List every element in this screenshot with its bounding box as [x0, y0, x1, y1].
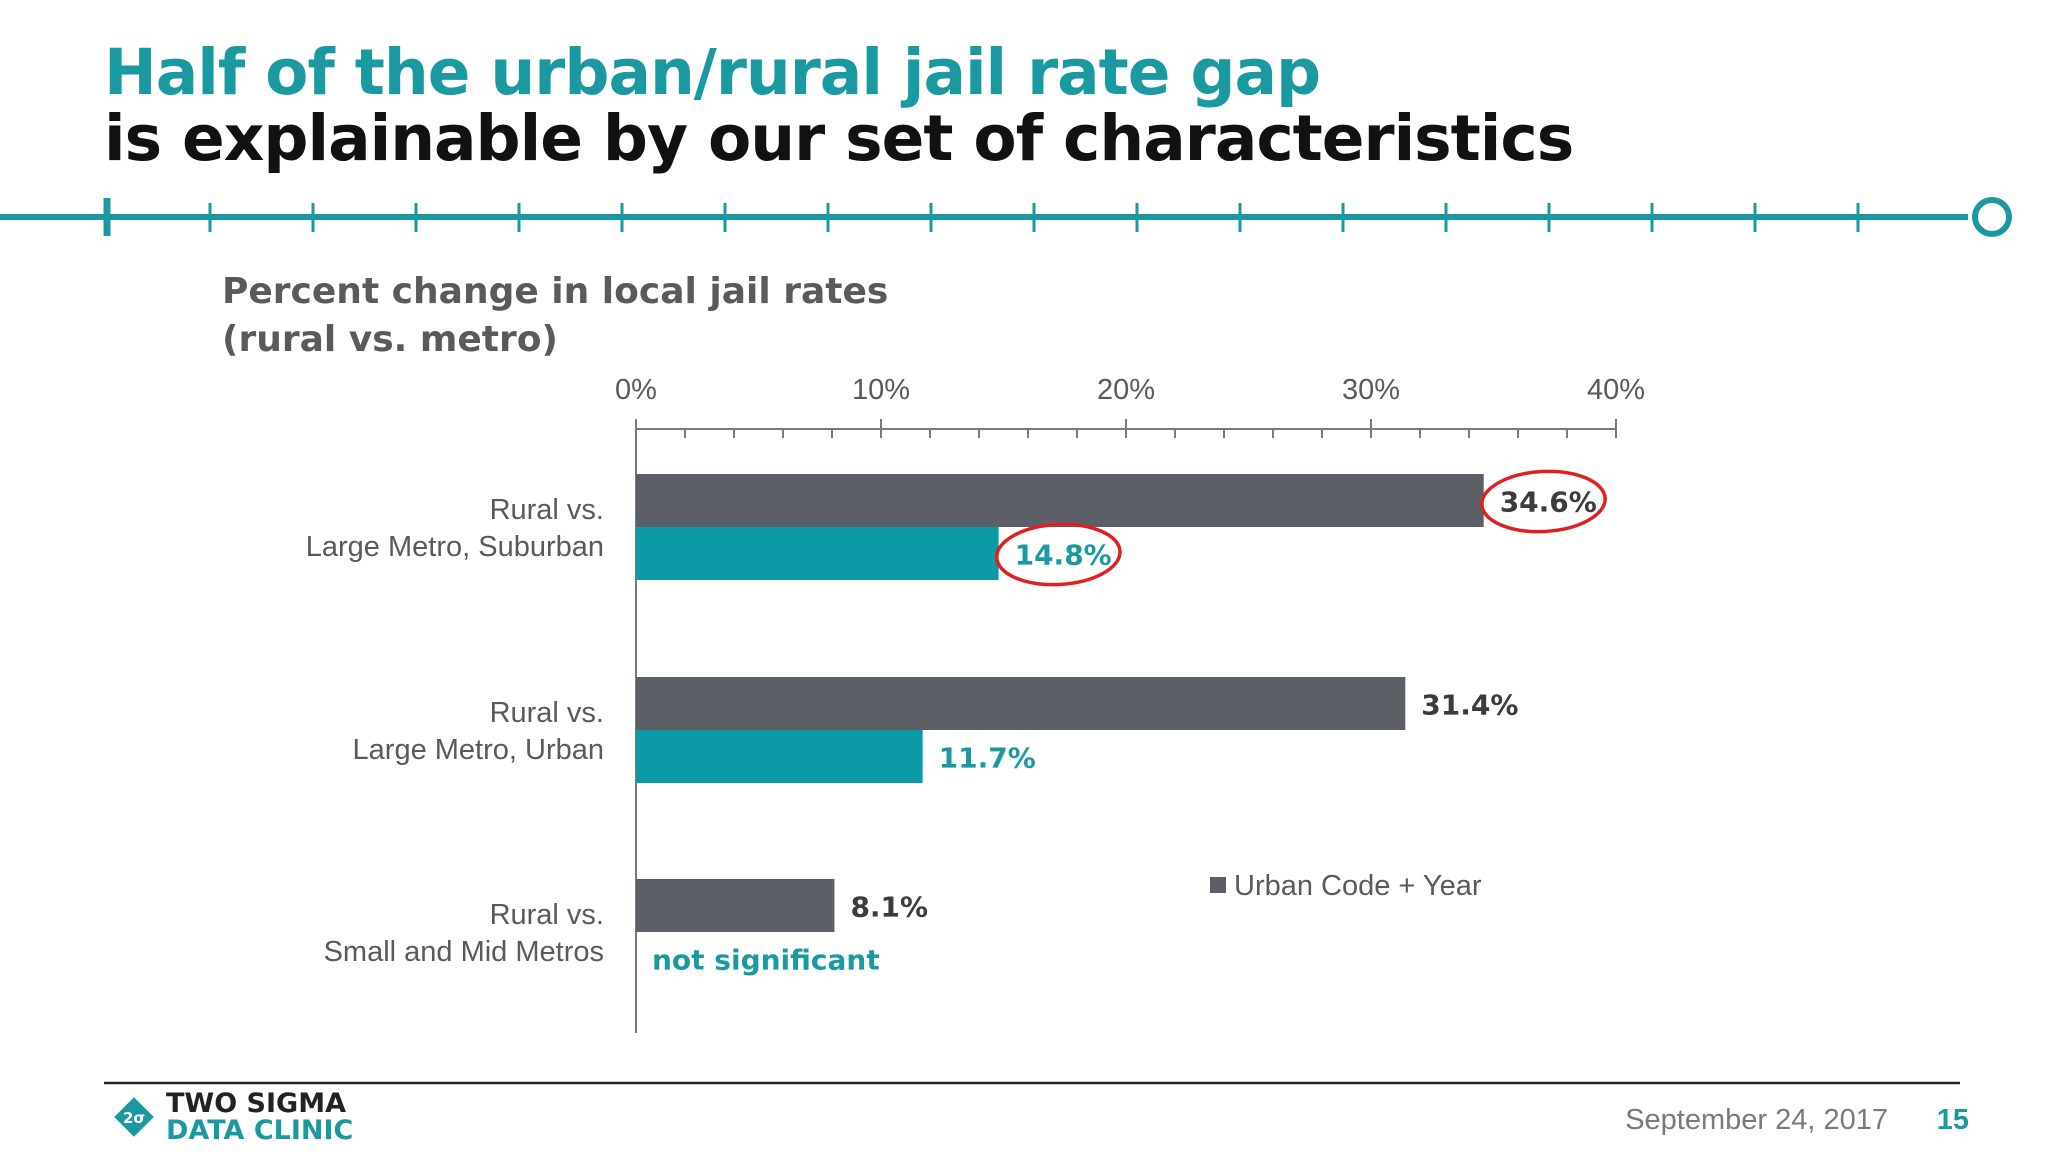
footer-date: September 24, 2017	[1625, 1104, 1888, 1136]
svg-text:2σ: 2σ	[123, 1109, 145, 1127]
x-tick-label: 30%	[1342, 374, 1400, 406]
slide-title-line1: Half of the urban/rural jail rate gap	[104, 36, 1321, 109]
timeline-decoration	[0, 197, 2012, 237]
timeline-end-circle	[1972, 197, 2012, 237]
data-label: 14.8%	[1015, 539, 1112, 572]
slide-title-line2: is explainable by our set of characteris…	[104, 102, 1574, 175]
category-label: Rural vs.	[490, 697, 604, 729]
data-label: 11.7%	[939, 742, 1036, 775]
highlight-circle	[994, 522, 1122, 587]
two-sigma-logo: 2σ TWO SIGMA DATA CLINIC	[114, 1090, 353, 1144]
data-label: 31.4%	[1421, 689, 1518, 722]
logo-line1: TWO SIGMA	[166, 1088, 346, 1119]
bar-urban-code-year	[636, 879, 835, 932]
highlight-circle	[1480, 469, 1607, 534]
category-label: Rural vs.	[490, 899, 604, 931]
bar-secondary-series	[636, 527, 999, 580]
data-label: 8.1%	[850, 891, 928, 924]
x-tick-label: 10%	[852, 374, 910, 406]
legend-label: Urban Code + Year	[1234, 870, 1482, 902]
bar-urban-code-year	[636, 677, 1406, 730]
legend-swatch	[1210, 877, 1226, 893]
page-number: 15	[1936, 1104, 1969, 1136]
category-label: Large Metro, Suburban	[306, 531, 604, 563]
category-label: Small and Mid Metros	[324, 936, 604, 968]
x-tick-label: 40%	[1587, 374, 1645, 406]
category-label: Large Metro, Urban	[353, 734, 604, 766]
x-tick-label: 20%	[1097, 374, 1155, 406]
bar-urban-code-year	[636, 474, 1484, 527]
category-label: Rural vs.	[490, 494, 604, 526]
data-label: 34.6%	[1500, 486, 1597, 519]
bar-secondary-series	[636, 730, 923, 783]
x-tick-label: 0%	[615, 374, 657, 406]
logo-diamond-icon: 2σ	[114, 1097, 154, 1137]
bar-chart: 0% 10% 20% 30% 40% Rural vs. Large Metro, Subu…	[306, 374, 1645, 1033]
chart-title: Percent change in local jail rates (rura…	[222, 271, 889, 360]
data-label: not significant	[652, 944, 880, 977]
logo-line2: DATA CLINIC	[166, 1115, 354, 1146]
